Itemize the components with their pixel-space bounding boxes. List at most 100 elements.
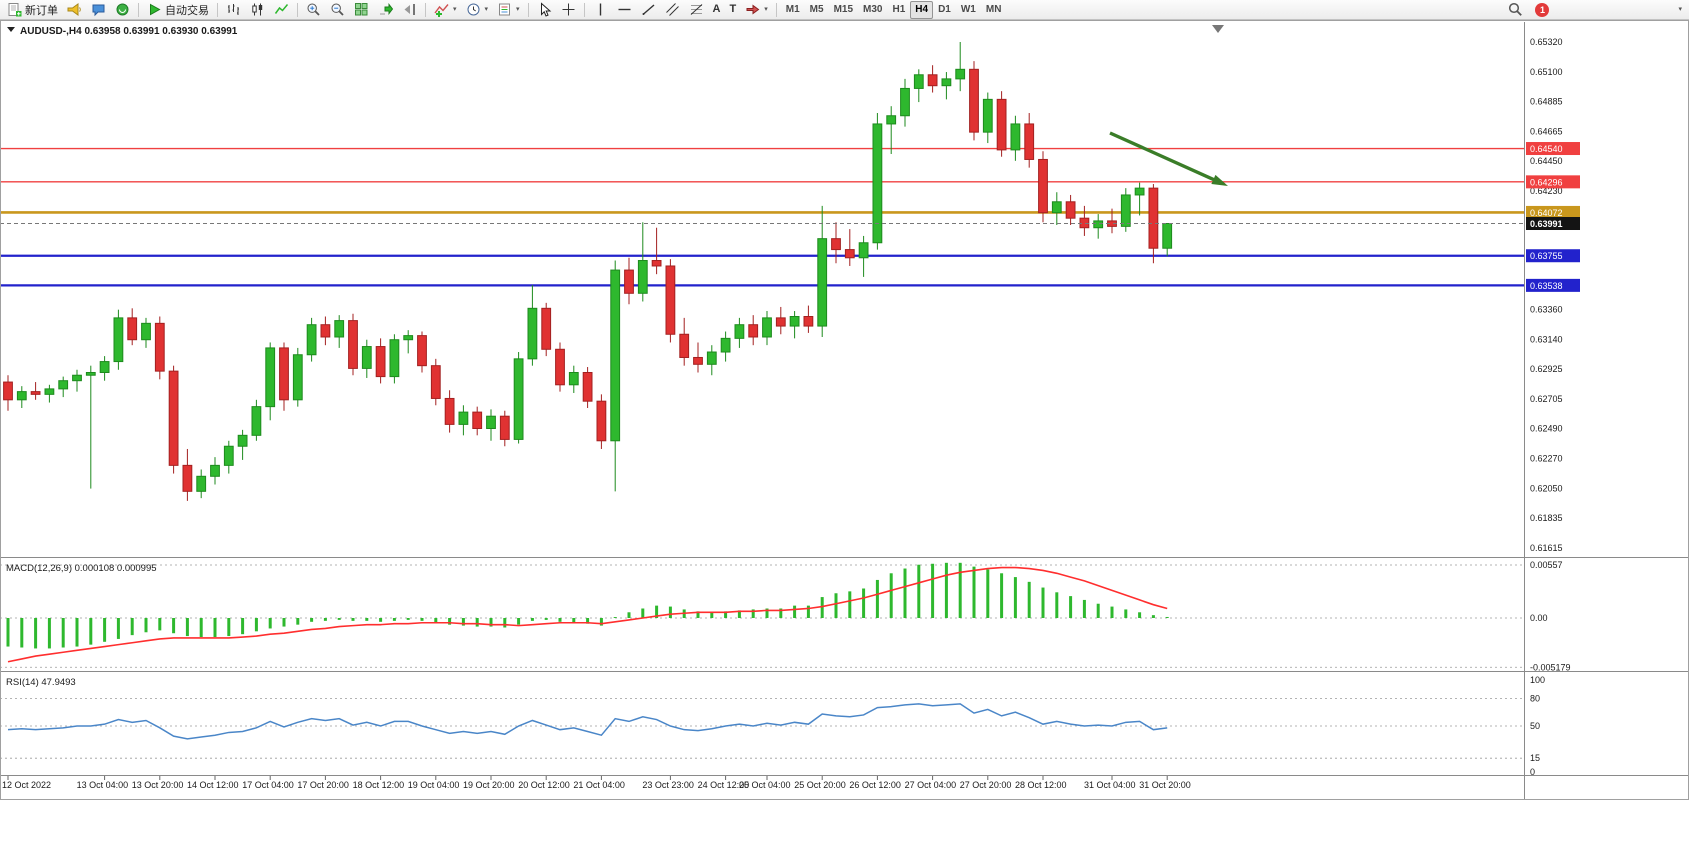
vertical-line-button[interactable] (589, 1, 612, 19)
price-axis: 0.65320 0.65100 0.64885 0.64665 0.64450 0.642… (1524, 22, 1580, 799)
toolbar-overflow-button[interactable]: ▾ (1673, 1, 1686, 19)
auto-trading-label: 自动交易 (165, 4, 209, 17)
text-tool-icon: A (712, 3, 721, 15)
timeframe-button-mn[interactable]: MN (981, 1, 1007, 19)
fibonacci-button[interactable] (685, 1, 708, 19)
time-tick-label: 23 Oct 23:00 (642, 780, 694, 790)
time-tick-label: 27 Oct 20:00 (960, 780, 1012, 790)
time-tick-label: 13 Oct 04:00 (77, 780, 129, 790)
community-button[interactable] (111, 1, 134, 19)
zoom-out-button[interactable] (326, 1, 349, 19)
rsi-label: RSI(14) 47.9493 (6, 677, 76, 688)
timeframe-button-m15[interactable]: M15 (829, 1, 858, 19)
chat-bubble-icon (92, 4, 105, 17)
chart-shift-marker[interactable] (1212, 25, 1224, 33)
candlestick-chart-button[interactable] (246, 1, 269, 19)
auto-scroll-button[interactable] (374, 1, 397, 19)
timeframe-button-m5[interactable]: M5 (805, 1, 829, 19)
toolbar-separator (425, 2, 426, 17)
main-price-panel: AUDUSD-,H4 0.63958 0.63991 0.63930 0.639… (0, 25, 1524, 501)
price-tag-0.64072: 0.64072 (1530, 208, 1563, 218)
price-tick-label: 0.62490 (1530, 423, 1563, 433)
timeframe-button-m30[interactable]: M30 (858, 1, 887, 19)
line-chart-icon (274, 4, 289, 14)
downtrend-arrow-annotation[interactable] (1109, 131, 1228, 186)
chart-shift-button[interactable] (398, 1, 421, 19)
price-tick-label: 0.61615 (1530, 543, 1563, 553)
time-tick-label: 27 Oct 04:00 (905, 780, 957, 790)
timeframe-button-h4[interactable]: H4 (910, 0, 934, 19)
time-tick-label: 25 Oct 20:00 (794, 780, 846, 790)
chat-button[interactable] (87, 1, 110, 19)
rsi-axis-label: 15 (1530, 753, 1540, 763)
candlestick-icon (252, 3, 263, 16)
zoom-in-icon (307, 3, 320, 16)
macd-axis-label: 0.00 (1530, 613, 1548, 623)
crosshair-button[interactable] (557, 1, 580, 19)
label-button[interactable]: T (726, 1, 741, 19)
fibonacci-icon (690, 4, 702, 15)
timeframe-button-d1[interactable]: D1 (933, 1, 956, 19)
megaphone-icon (67, 3, 81, 16)
time-tick-label: 25 Oct 04:00 (739, 780, 791, 790)
chevron-down-icon: ▾ (484, 6, 489, 13)
periods-button[interactable]: ▾ (462, 1, 493, 19)
channel-icon (665, 3, 679, 16)
text-button[interactable]: A (709, 1, 725, 19)
rsi-panel: 100 80 50 15 0 RSI(14) 47.9493 (0, 671, 1689, 777)
auto-trading-button[interactable]: 自动交易 (143, 1, 213, 19)
chevron-down-icon: ▾ (453, 6, 457, 13)
current-price-tag: 0.63991 (1530, 219, 1563, 229)
notification-badge[interactable]: 1 (1535, 2, 1550, 17)
chart-canvas[interactable]: AUDUSD-,H4 0.63958 0.63991 0.63930 0.639… (0, 20, 1689, 859)
crosshair-icon (562, 3, 575, 16)
price-tick-label: 0.65100 (1530, 67, 1563, 77)
horizontal-line-button[interactable] (613, 1, 636, 19)
timeframe-button-h1[interactable]: H1 (887, 1, 910, 19)
price-tick-label: 0.64665 (1530, 126, 1563, 136)
time-tick-label: 14 Oct 12:00 (187, 780, 239, 790)
price-tag-0.63538: 0.63538 (1530, 281, 1563, 291)
play-icon (150, 3, 161, 16)
price-tick-label: 0.64885 (1530, 96, 1563, 106)
zoom-out-icon (331, 3, 344, 16)
time-tick-label: 31 Oct 04:00 (1084, 780, 1136, 790)
timeframe-button-w1[interactable]: W1 (956, 1, 981, 19)
channel-button[interactable] (661, 1, 684, 19)
templates-button[interactable]: ▾ (493, 1, 524, 19)
line-chart-button[interactable] (270, 1, 293, 19)
new-order-button[interactable]: 新订单 (3, 1, 62, 19)
alerts-button[interactable] (63, 1, 86, 19)
tile-windows-button[interactable] (350, 1, 373, 19)
price-tick-label: 0.62270 (1530, 454, 1563, 464)
chevron-down-icon: ▾ (1678, 6, 1682, 13)
arrows-button[interactable]: ▾ (741, 1, 772, 19)
arrow-shape-icon (746, 4, 760, 15)
candlestick-series (3, 42, 1173, 501)
toolbar-separator (527, 2, 529, 17)
search-icon (1509, 2, 1523, 16)
price-tick-label: 0.63360 (1530, 305, 1563, 315)
bar-chart-button[interactable] (222, 1, 245, 19)
trendline-button[interactable] (637, 1, 660, 19)
rsi-axis-label: 100 (1530, 675, 1545, 685)
indicators-button[interactable]: ▾ (430, 1, 461, 19)
template-icon (499, 3, 511, 16)
time-tick-label: 18 Oct 12:00 (353, 780, 405, 790)
current-price-tag-box (1526, 217, 1580, 231)
timeframe-button-m1[interactable]: M1 (781, 1, 805, 19)
price-tick-label: 0.62925 (1530, 364, 1563, 374)
time-tick-label: 31 Oct 20:00 (1139, 780, 1191, 790)
zoom-in-button[interactable] (302, 1, 325, 19)
rsi-axis-label: 0 (1530, 767, 1535, 777)
new-order-label: 新订单 (25, 4, 58, 17)
search-button[interactable] (1504, 1, 1527, 19)
clock-icon (467, 3, 480, 16)
vertical-line-icon (599, 3, 601, 16)
rsi-axis-label: 50 (1530, 721, 1540, 731)
cursor-button[interactable] (533, 1, 556, 19)
symbol-dropdown-icon[interactable] (7, 27, 15, 32)
price-tick-label: 0.62050 (1530, 484, 1563, 494)
cursor-icon (540, 2, 551, 17)
macd-panel: 0.00557 0.00 -0.005179 MACD(12,26,9) 0.0001… (0, 557, 1689, 672)
